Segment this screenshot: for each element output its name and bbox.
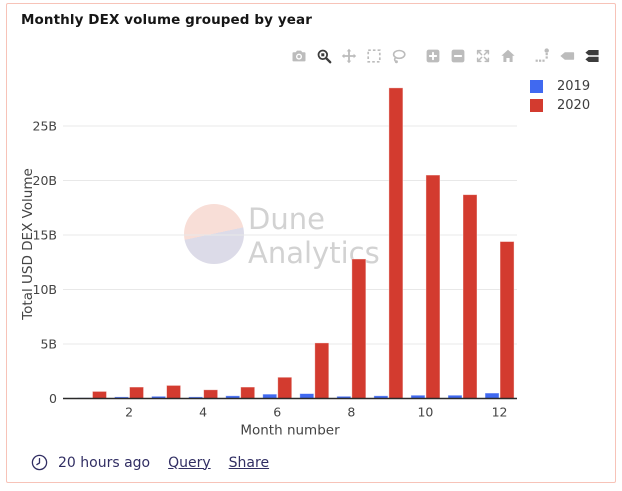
spikelines-icon[interactable] bbox=[534, 48, 550, 64]
x-tick-label: 6 bbox=[273, 405, 281, 420]
camera-icon[interactable] bbox=[291, 48, 307, 64]
bar-2020-month-12[interactable] bbox=[499, 241, 515, 399]
y-axis-title: Total USD DEX Volume bbox=[20, 168, 36, 321]
x-tick-label: 2 bbox=[125, 405, 133, 420]
bar-2020-month-11[interactable] bbox=[462, 194, 478, 399]
x-tick-label: 10 bbox=[417, 405, 433, 420]
legend-item-2019[interactable]: 2019 bbox=[530, 77, 590, 96]
bar-2020-month-2[interactable] bbox=[129, 386, 144, 399]
bar-chart: 0 5B 10B 15B 20B 25B 2 4 6 8 10 12 Month number Total… bbox=[20, 87, 517, 439]
share-link[interactable]: Share bbox=[228, 454, 270, 471]
y-tick-label: 0 bbox=[49, 391, 57, 406]
bar-2020-month-5[interactable] bbox=[240, 386, 256, 399]
bar-2019-month-12[interactable] bbox=[484, 392, 500, 399]
autoscale-icon[interactable] bbox=[475, 48, 491, 64]
y-tick-label: 10B bbox=[33, 282, 57, 297]
pan-icon[interactable] bbox=[341, 48, 357, 64]
x-tick-label: 4 bbox=[199, 405, 207, 420]
bar-2020-month-8[interactable] bbox=[351, 258, 367, 399]
y-tick-label: 25B bbox=[33, 118, 57, 133]
lasso-icon[interactable] bbox=[391, 48, 407, 64]
hover-closest-icon[interactable] bbox=[559, 48, 575, 64]
x-tick-label: 12 bbox=[492, 405, 508, 420]
bar-2020-month-6[interactable] bbox=[277, 376, 293, 399]
zoom-icon[interactable] bbox=[316, 48, 332, 64]
bar-2019-month-7[interactable] bbox=[299, 393, 315, 399]
reset-home-icon[interactable] bbox=[500, 48, 516, 64]
last-updated-text: 20 hours ago bbox=[58, 454, 151, 471]
bar-2020-month-7[interactable] bbox=[314, 342, 330, 399]
box-select-icon[interactable] bbox=[366, 48, 382, 64]
x-tick-label: 8 bbox=[347, 405, 355, 420]
chart-card: Monthly DEX volume grouped by year Dune … bbox=[6, 3, 616, 483]
legend-label: 2020 bbox=[557, 98, 591, 113]
bar-2020-month-10[interactable] bbox=[425, 174, 441, 399]
chart-legend: 2019 2020 bbox=[530, 77, 590, 115]
plotly-modebar bbox=[282, 48, 600, 64]
bar-2020-month-3[interactable] bbox=[166, 385, 182, 399]
y-tick-label: 5B bbox=[40, 336, 57, 351]
x-axis-title: Month number bbox=[240, 423, 340, 439]
card-footer: 20 hours ago Query Share bbox=[31, 454, 287, 471]
legend-label: 2019 bbox=[557, 79, 591, 94]
zoom-out-icon[interactable] bbox=[450, 48, 466, 64]
legend-swatch-2019 bbox=[530, 80, 543, 93]
y-tick-label: 20B bbox=[33, 173, 57, 188]
bar-2020-month-9[interactable] bbox=[388, 87, 404, 399]
legend-item-2020[interactable]: 2020 bbox=[530, 96, 590, 115]
y-tick-label: 15B bbox=[33, 227, 57, 242]
chart-title: Monthly DEX volume grouped by year bbox=[21, 12, 312, 28]
legend-swatch-2020 bbox=[530, 99, 543, 112]
zoom-in-icon[interactable] bbox=[425, 48, 441, 64]
clock-icon bbox=[31, 454, 48, 471]
bar-2020-month-1[interactable] bbox=[92, 391, 107, 399]
query-link[interactable]: Query bbox=[168, 454, 211, 471]
hover-compare-icon[interactable] bbox=[584, 48, 600, 64]
bar-2020-month-4[interactable] bbox=[203, 389, 219, 399]
